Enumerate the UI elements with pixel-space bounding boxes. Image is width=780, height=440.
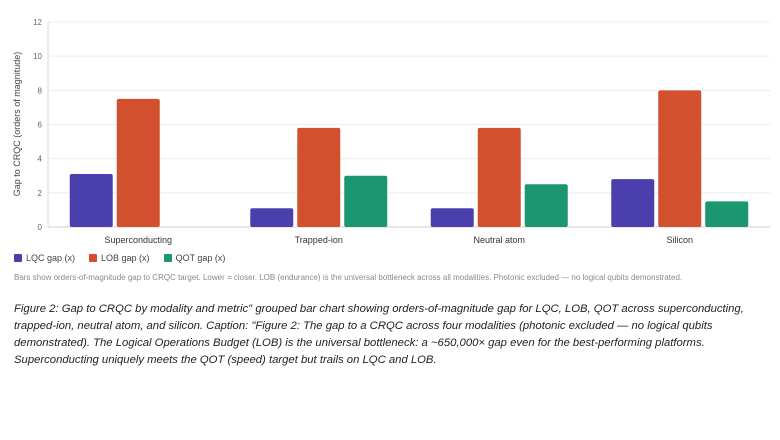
bar-lob-superconducting bbox=[116, 98, 160, 227]
legend: LQC gap (x) LOB gap (x) QOT gap (x) bbox=[14, 253, 225, 263]
bar-qot-silicon bbox=[705, 201, 749, 227]
bar-lob-silicon bbox=[658, 90, 702, 227]
x-tick-label: Silicon bbox=[666, 235, 693, 245]
y-tick-label: 12 bbox=[33, 18, 42, 27]
legend-item: LQC gap (x) bbox=[14, 253, 75, 263]
bar-qot-trapped-ion bbox=[344, 175, 388, 227]
legend-item: QOT gap (x) bbox=[163, 253, 226, 263]
y-axis-label: Gap to CRQC (orders of magnitude) bbox=[12, 52, 22, 197]
bar-lqc-silicon bbox=[611, 179, 655, 227]
bar-lqc-neutral-atom bbox=[430, 208, 474, 227]
legend-swatch bbox=[163, 254, 172, 262]
y-tick-label: 6 bbox=[38, 121, 43, 130]
y-tick-labels: 0 2 4 6 8 10 12 bbox=[33, 18, 42, 232]
legend-label: LQC gap (x) bbox=[26, 253, 76, 263]
y-tick-label: 4 bbox=[38, 155, 43, 164]
bars bbox=[69, 90, 749, 227]
legend-label: QOT gap (x) bbox=[175, 253, 226, 263]
bar-qot-neutral-atom bbox=[524, 184, 568, 227]
x-tick-label: Trapped-ion bbox=[295, 235, 343, 245]
x-tick-labels: Superconducting Trapped-ion Neutral atom Si… bbox=[104, 235, 693, 245]
y-tick-label: 0 bbox=[38, 223, 43, 232]
bar-lqc-superconducting bbox=[69, 174, 113, 227]
legend-swatch bbox=[89, 254, 98, 262]
figure-caption: Figure 2: Gap to CRQC by modality and me… bbox=[14, 303, 744, 366]
y-tick-label: 8 bbox=[38, 86, 43, 95]
y-tick-label: 2 bbox=[38, 189, 43, 198]
x-tick-label: Neutral atom bbox=[473, 235, 525, 245]
gridlines bbox=[47, 21, 770, 228]
bar-lqc-trapped-ion bbox=[250, 208, 294, 227]
y-tick-label: 10 bbox=[33, 52, 42, 61]
legend-swatch bbox=[14, 254, 22, 262]
x-tick-label: Superconducting bbox=[104, 235, 172, 245]
chart-note: Bars show orders-of-magnitude gap to CRQ… bbox=[14, 273, 683, 282]
bar-chart: 0 2 4 6 8 10 12 Superconducting Trapped-ion Neut… bbox=[12, 18, 770, 245]
legend-item: LOB gap (x) bbox=[89, 253, 150, 263]
bar-lob-trapped-ion bbox=[297, 127, 341, 227]
legend-label: LOB gap (x) bbox=[101, 253, 150, 263]
bar-lob-neutral-atom bbox=[477, 127, 521, 227]
